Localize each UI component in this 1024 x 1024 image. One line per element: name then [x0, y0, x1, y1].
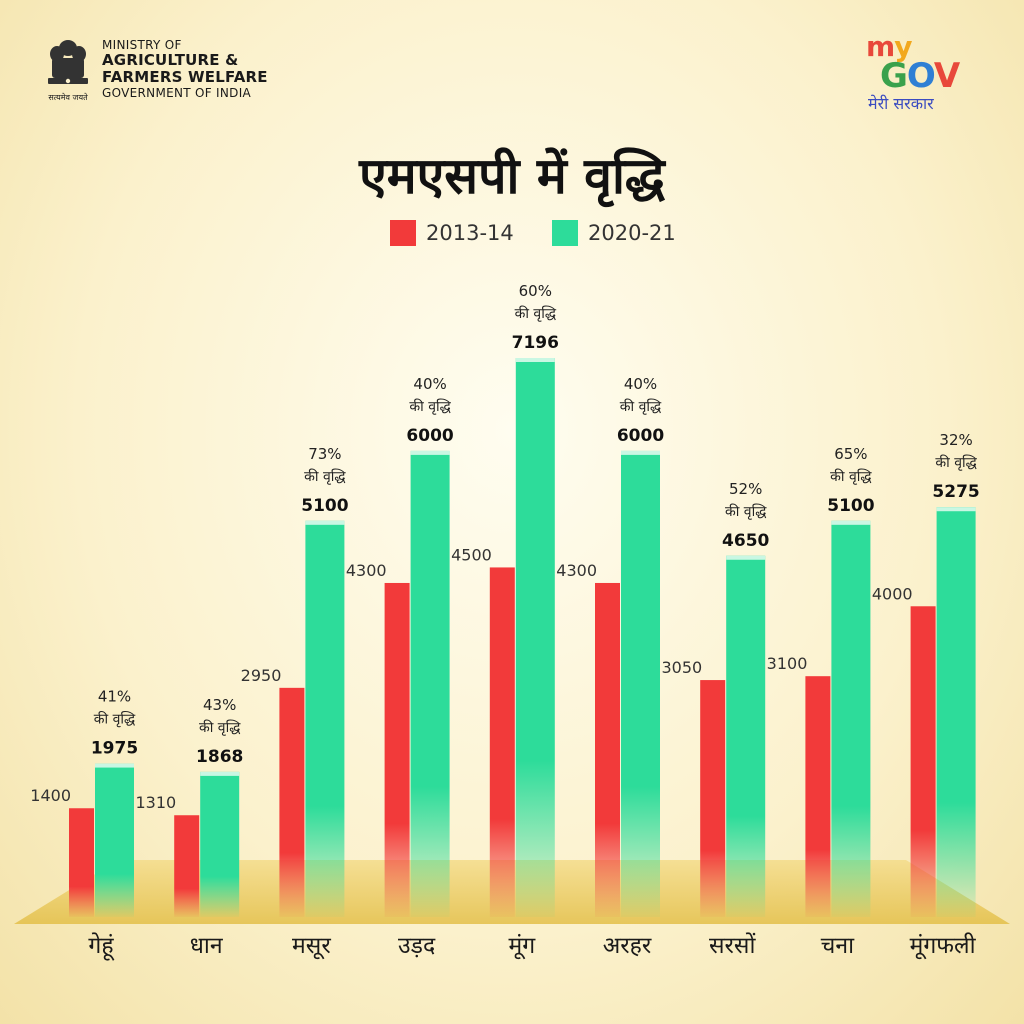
- x-tick-label: मूंग: [508, 933, 536, 960]
- x-tick-label: मूंगफली: [910, 932, 977, 960]
- legend-item-2020: 2020-21: [552, 220, 676, 246]
- data-label-2013-14: 1400: [30, 786, 71, 805]
- bar-2020-21-cap: [95, 763, 134, 768]
- bar-2020-21: [410, 450, 450, 917]
- logo-letter-g: G: [880, 56, 908, 96]
- bar-2013-14: [279, 687, 305, 917]
- data-label-2020-21: 6000: [617, 426, 664, 446]
- data-label-2020-21: 7196: [512, 333, 559, 353]
- data-label-2013-14: 4300: [346, 561, 387, 580]
- growth-suffix: की वृद्धि: [409, 398, 451, 415]
- logo-gov: GOV: [880, 56, 960, 96]
- ministry-line1: MINISTRY OF: [102, 38, 182, 52]
- logo-letter-v: V: [933, 56, 960, 96]
- growth-suffix: की वृद्धि: [199, 719, 241, 736]
- chart-title: एमएसपी में वृद्धि: [359, 147, 665, 205]
- bar-2013-14: [174, 815, 200, 917]
- legend-item-2013: 2013-14: [390, 220, 514, 246]
- data-label-2020-21: 1868: [196, 747, 243, 767]
- x-tick-label: सरसों: [709, 932, 757, 959]
- logo-letter-y: y: [894, 30, 912, 63]
- growth-percent: 40%: [624, 375, 657, 393]
- mygov-logo: my GOV मेरी सरकार: [866, 30, 966, 113]
- data-label-2020-21: 5100: [301, 496, 348, 516]
- bar-2020-21: [621, 450, 660, 917]
- bar-2020-21: [305, 520, 345, 917]
- growth-percent: 40%: [413, 375, 446, 393]
- data-label-2013-14: 1310: [135, 793, 176, 812]
- growth-suffix: की वृद्धि: [935, 454, 977, 471]
- bar-2020-21: [95, 763, 134, 917]
- bar-2020-21-cap: [200, 771, 240, 776]
- x-tick-label: अरहर: [603, 933, 652, 959]
- bar-2020-21: [726, 555, 766, 917]
- data-label-2020-21: 6000: [406, 426, 453, 446]
- growth-suffix: की वृद्धि: [515, 305, 557, 322]
- data-label-2013-14: 2950: [241, 666, 282, 685]
- growth-percent: 32%: [939, 431, 972, 449]
- bar-2013-14: [69, 808, 94, 917]
- bar-2020-21: [200, 771, 240, 917]
- bar-2020-21-cap: [936, 507, 976, 512]
- x-tick-label: मसूर: [292, 933, 331, 960]
- national-emblem-icon: सत्यमेव जयते: [48, 40, 88, 102]
- bar-2013-14: [700, 680, 726, 917]
- bar-2013-14: [910, 606, 936, 917]
- data-label-2020-21: 1975: [91, 739, 138, 759]
- logo-my: my: [866, 30, 912, 63]
- data-label-2013-14: 3050: [661, 658, 702, 677]
- bar-2020-21-cap: [515, 358, 555, 362]
- growth-percent: 73%: [308, 445, 341, 463]
- legend-label-2020: 2020-21: [588, 221, 676, 245]
- data-label-2020-21: 5100: [827, 496, 874, 516]
- growth-suffix: की वृद्धि: [94, 711, 136, 728]
- data-label-2013-14: 4500: [451, 545, 492, 564]
- bar-2013-14: [595, 582, 620, 917]
- growth-suffix: की वृद्धि: [620, 398, 662, 415]
- x-tick-label: गेहूं: [88, 932, 115, 961]
- data-label-2013-14: 3100: [767, 654, 808, 673]
- bar-2013-14: [384, 582, 410, 917]
- bar-2020-21-cap: [410, 450, 450, 455]
- bar-2020-21-cap: [621, 450, 660, 455]
- growth-suffix: की वृद्धि: [830, 468, 872, 485]
- data-label-2020-21: 5275: [932, 482, 979, 502]
- logo-letter-o: O: [906, 56, 935, 96]
- data-label-2013-14: 4300: [556, 561, 597, 580]
- emblem-motto: सत्यमेव जयते: [48, 92, 88, 102]
- logo-tagline: मेरी सरकार: [868, 94, 934, 113]
- logo-letter-m: m: [866, 30, 895, 63]
- bar-2020-21: [936, 507, 976, 917]
- growth-percent: 60%: [519, 282, 552, 300]
- growth-suffix: की वृद्धि: [304, 468, 346, 485]
- growth-percent: 52%: [729, 480, 762, 498]
- bar-2020-21-cap: [831, 520, 871, 525]
- bar-2013-14: [805, 676, 831, 917]
- legend-label-2013: 2013-14: [426, 221, 514, 245]
- bar-2013-14: [489, 567, 515, 917]
- bar-2020-21: [515, 358, 555, 917]
- ministry-name: MINISTRY OF AGRICULTURE & FARMERS WELFAR…: [102, 38, 268, 101]
- x-tick-label: चना: [821, 933, 855, 959]
- bar-2020-21-cap: [305, 520, 345, 525]
- ministry-line3: FARMERS WELFARE: [102, 68, 268, 86]
- ministry-line2: AGRICULTURE &: [102, 51, 239, 69]
- legend-swatch-2013: [390, 220, 416, 246]
- growth-percent: 65%: [834, 445, 867, 463]
- data-label-2013-14: 4000: [872, 584, 913, 603]
- growth-suffix: की वृद्धि: [725, 503, 767, 520]
- ministry-line4: GOVERNMENT OF INDIA: [102, 86, 252, 100]
- bar-2020-21-cap: [726, 555, 766, 560]
- bar-2020-21: [831, 520, 871, 917]
- growth-percent: 43%: [203, 696, 236, 714]
- growth-percent: 41%: [98, 688, 131, 706]
- legend-swatch-2020: [552, 220, 578, 246]
- data-label-2020-21: 4650: [722, 531, 769, 551]
- x-tick-label: धान: [190, 933, 224, 959]
- x-tick-label: उड़द: [398, 933, 436, 959]
